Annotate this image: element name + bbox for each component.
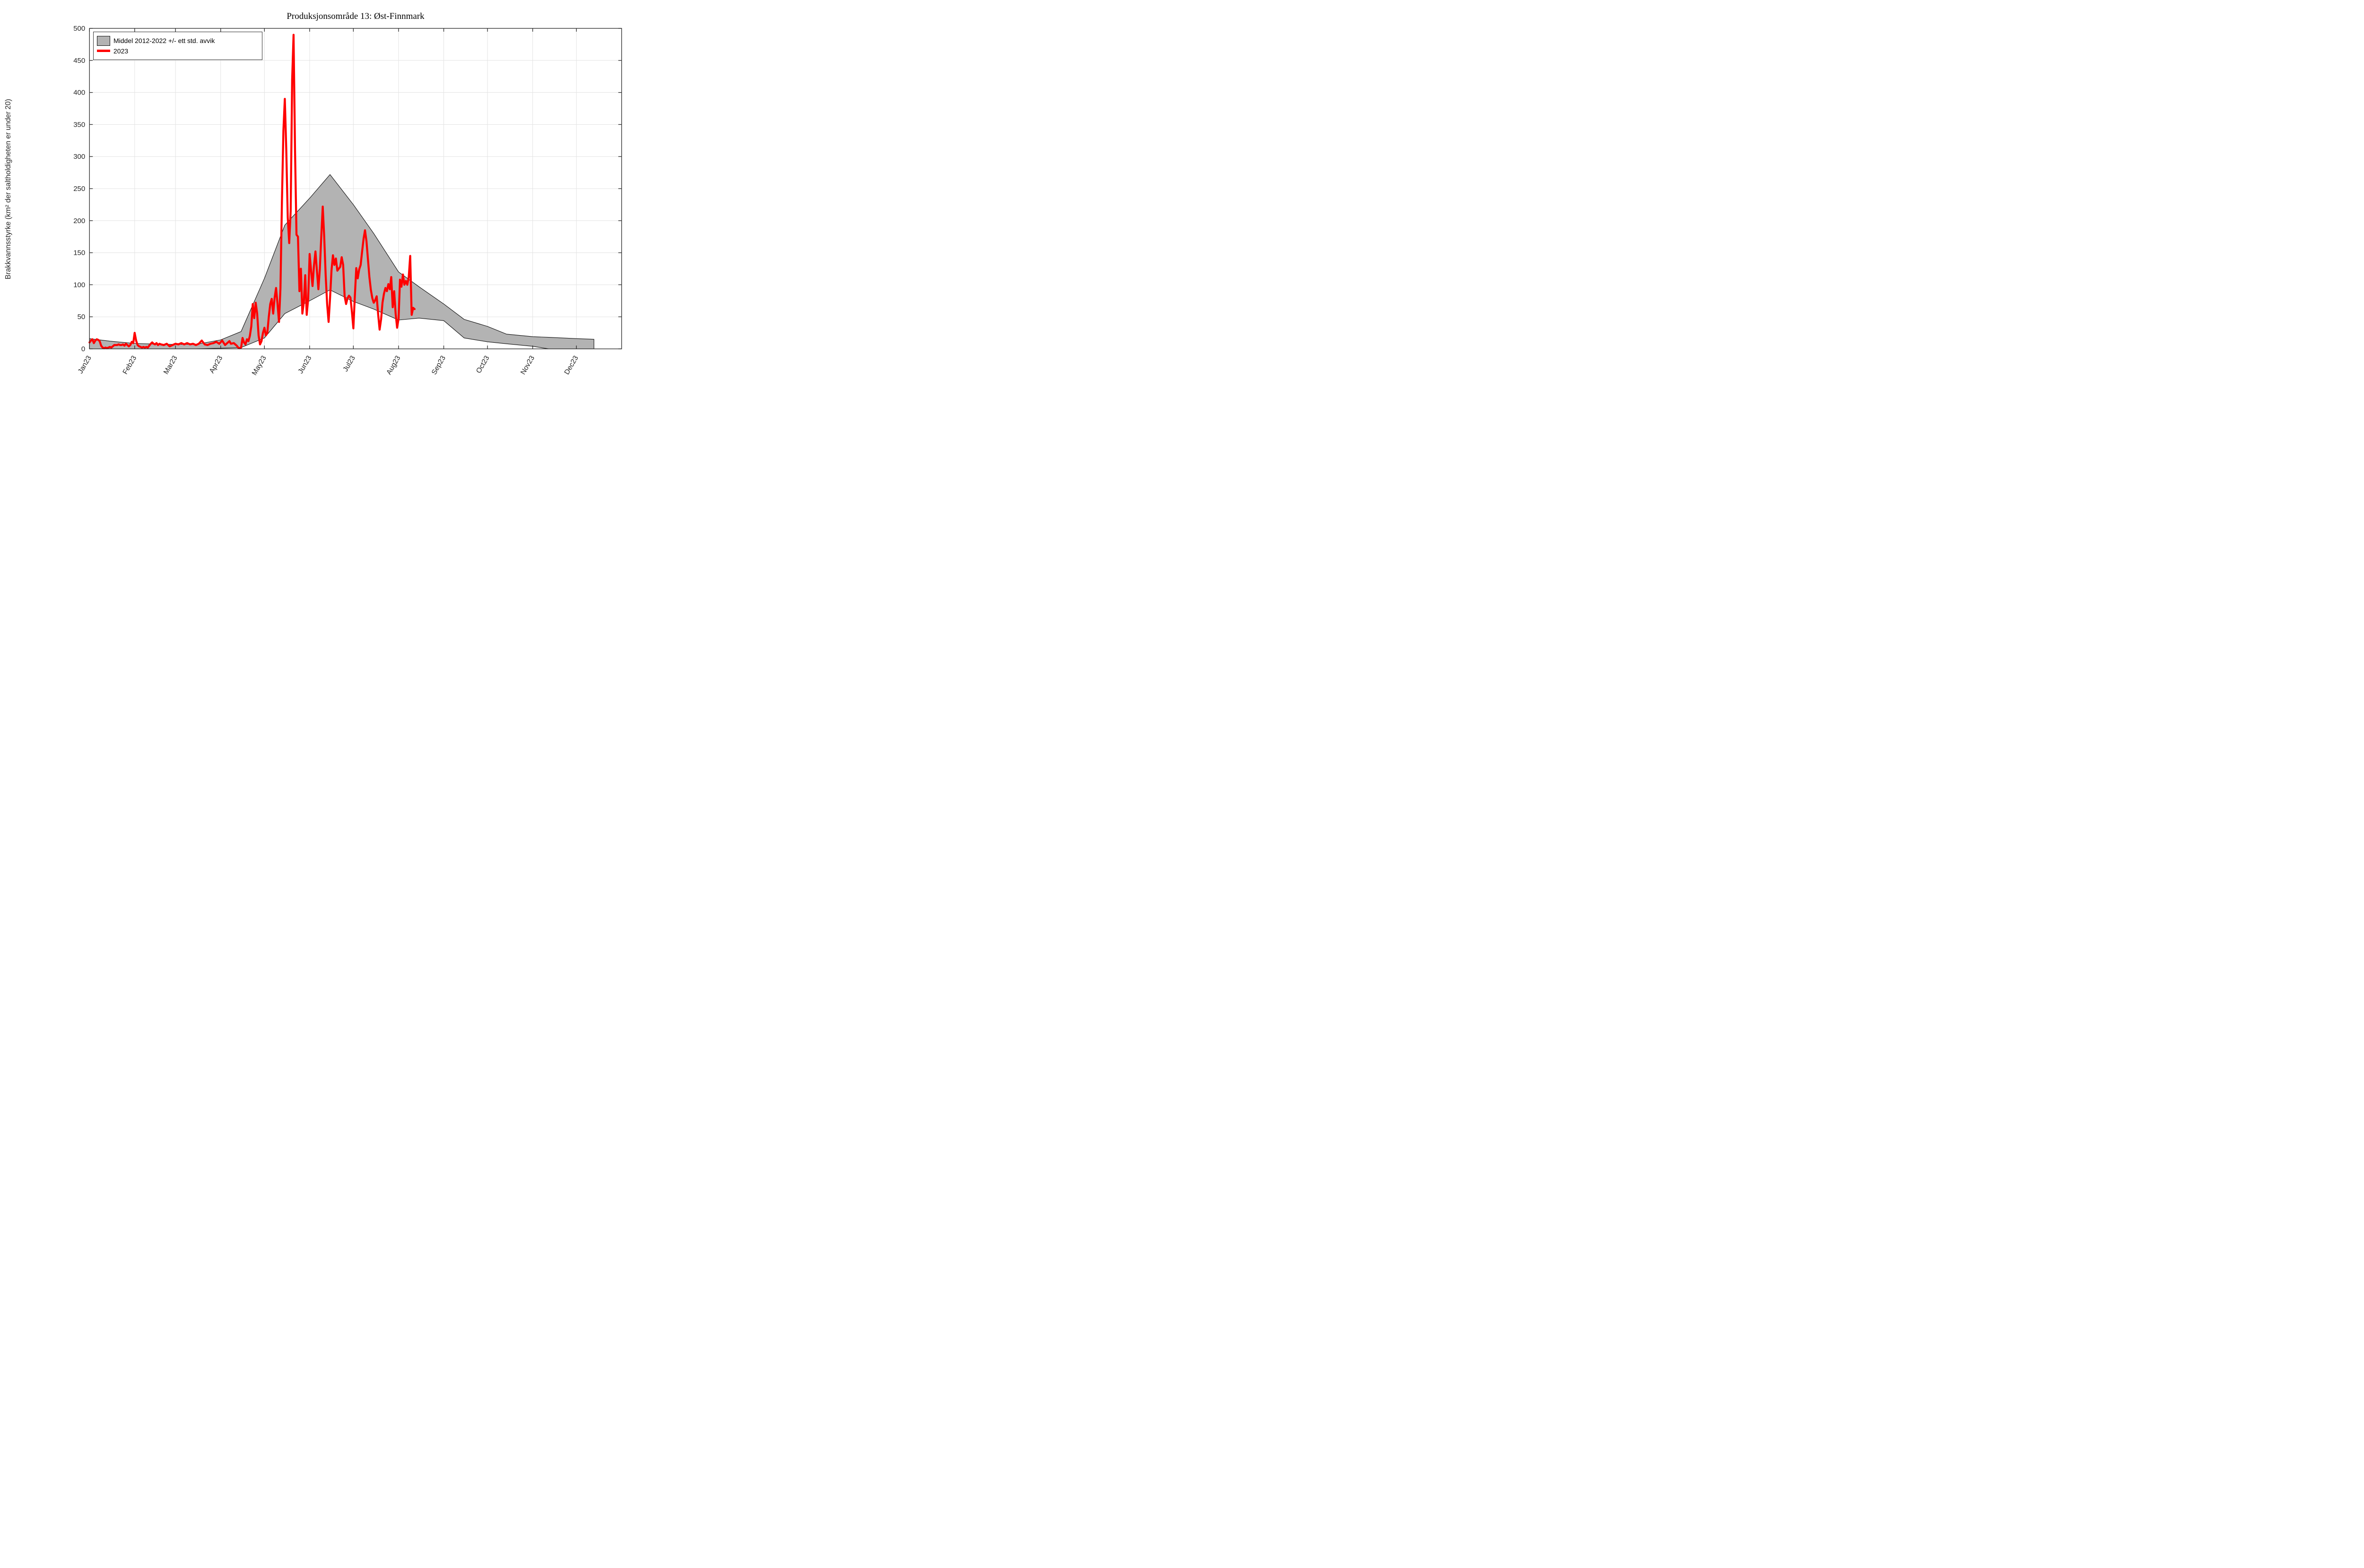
y-tick-label: 150 [73, 249, 85, 257]
y-tick-label: 250 [73, 185, 85, 193]
x-tick-label: Aug23 [385, 355, 402, 376]
legend-band-label: Middel 2012-2022 +/- ett std. avvik [113, 36, 215, 44]
line-2023 [88, 34, 416, 349]
x-tick-label: Apr23 [208, 355, 224, 375]
x-tick-label: Mar23 [162, 355, 179, 376]
legend-box: Middel 2012-2022 +/- ett std. avvik 2023 [93, 32, 262, 60]
x-tick-label: Feb23 [121, 355, 138, 376]
y-tick-label: 0 [81, 345, 85, 353]
x-tick-label: May23 [251, 355, 268, 377]
y-tick-label: 50 [78, 313, 86, 321]
y-tick-label: 350 [73, 121, 85, 129]
x-tick-label: Jun23 [296, 355, 313, 375]
y-tick-label: 200 [73, 217, 85, 225]
figure-window: Produksjonsområde 13: Øst-Finnmark Brakk… [0, 0, 687, 392]
plot-canvas: Jan23 Feb23 Mar23 Apr23 May23 Jun23 Jul23 Aug23… [73, 25, 622, 377]
x-tick-label: Sep23 [430, 355, 447, 376]
legend-item-band: Middel 2012-2022 +/- ett std. avvik [97, 36, 258, 46]
chart-title: Produksjonsområde 13: Øst-Finnmark [287, 11, 425, 21]
x-tick-label: Dec23 [563, 355, 580, 376]
y-tick-label: 450 [73, 57, 85, 65]
x-tick-label: Nov23 [519, 355, 536, 376]
x-tick-label: Jul23 [341, 355, 357, 373]
y-tick-label: 100 [73, 281, 85, 289]
legend-2023-label: 2023 [113, 47, 129, 55]
y-tick-label: 400 [73, 89, 85, 97]
legend-line-swatch-icon [97, 46, 110, 55]
x-tick-label: Jan23 [77, 355, 93, 375]
x-tick-labels: Jan23 Feb23 Mar23 Apr23 May23 Jun23 Jul23 Aug23… [77, 355, 580, 377]
y-tick-label: 500 [73, 25, 85, 33]
x-tick-label: Oct23 [475, 355, 491, 375]
legend-item-2023: 2023 [97, 46, 258, 55]
y-tick-label: 300 [73, 153, 85, 161]
axes-box-and-ticks [89, 28, 622, 349]
series-2023-line [88, 34, 416, 349]
y-tick-labels: 0 50 100 150 200 250 300 350 400 450 500 [73, 25, 85, 353]
legend-band-swatch-icon [97, 36, 110, 46]
